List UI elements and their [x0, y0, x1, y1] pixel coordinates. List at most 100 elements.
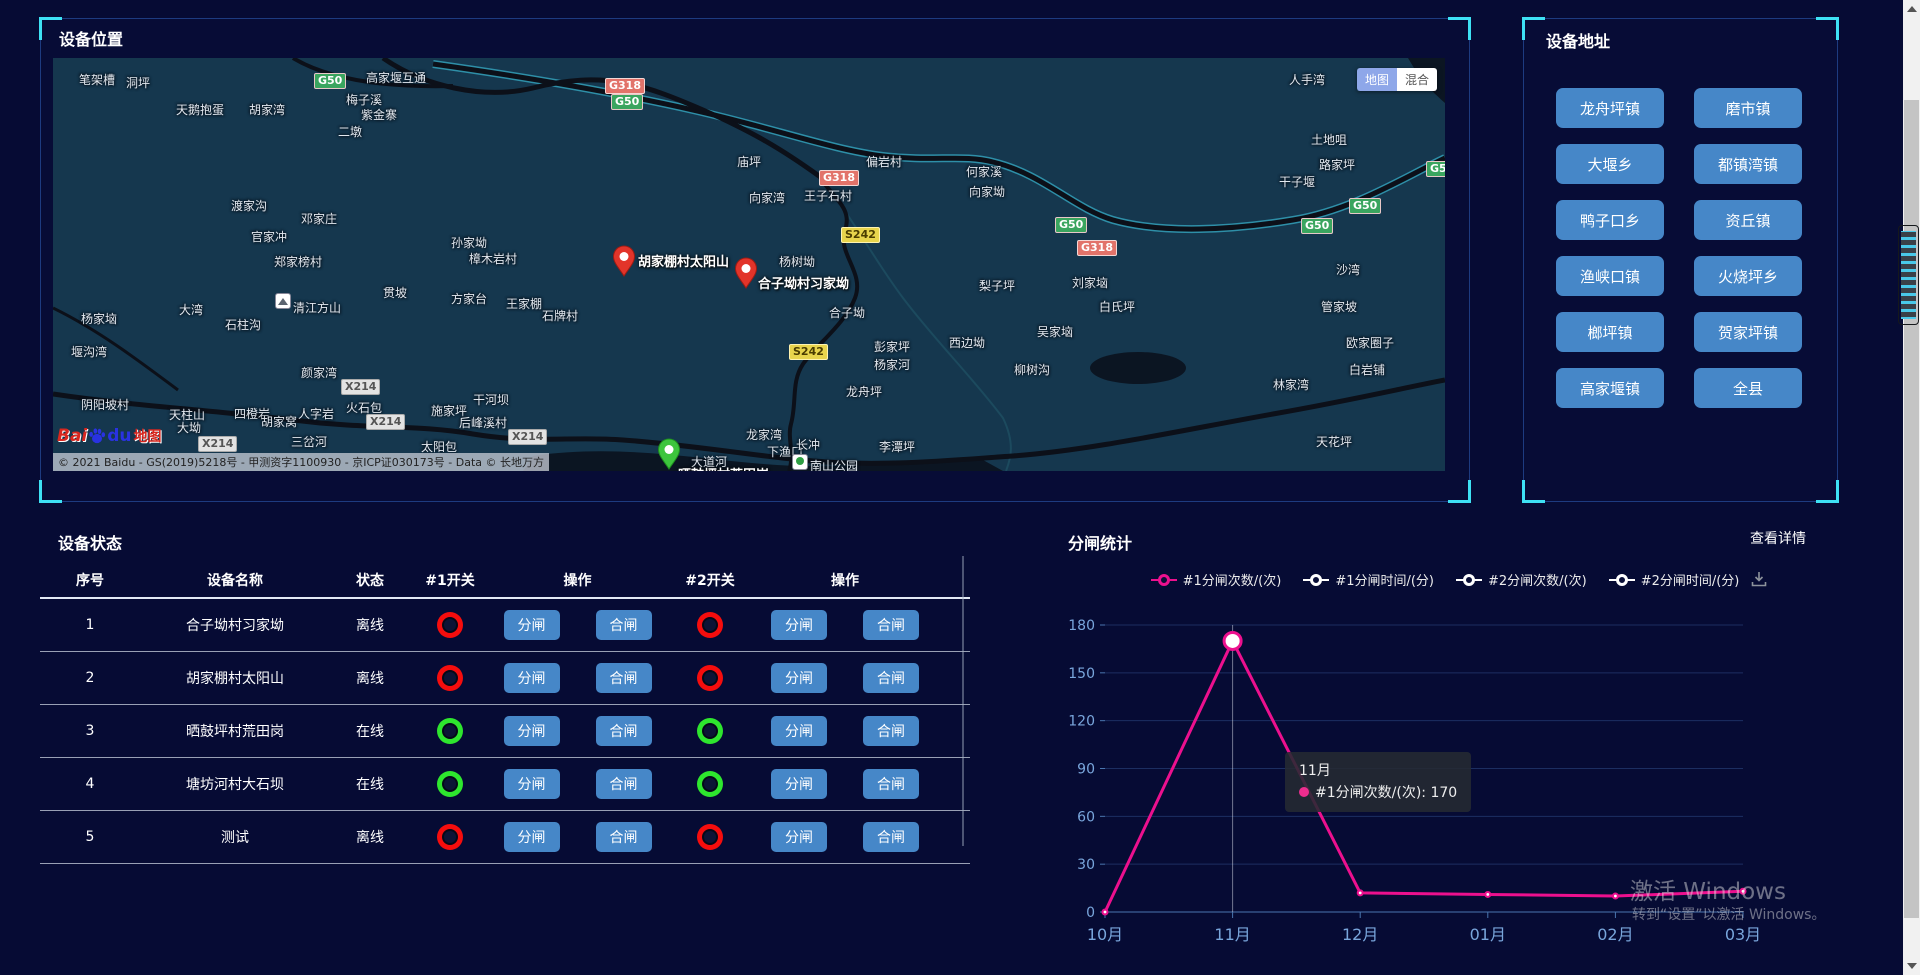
switch-status-light-red	[437, 665, 463, 691]
close-switch-button[interactable]: 合闸	[595, 769, 652, 799]
address-button[interactable]: 龙舟坪镇	[1556, 88, 1664, 128]
table-row: 3 晒鼓坪村荒田岗 在线 分闸 合闸 分闸 合闸	[40, 705, 970, 758]
address-button[interactable]: 全县	[1694, 368, 1802, 408]
address-button[interactable]: 火烧坪乡	[1694, 256, 1802, 296]
open-switch-button[interactable]: 分闸	[503, 769, 560, 799]
switch-status-light-red	[697, 665, 723, 691]
open-switch-button[interactable]: 分闸	[771, 769, 827, 799]
close-switch-button[interactable]: 合闸	[863, 822, 919, 852]
address-button[interactable]: 鸭子口乡	[1556, 200, 1664, 240]
open-switch-button[interactable]: 分闸	[503, 822, 560, 852]
close-switch-button[interactable]: 合闸	[595, 716, 652, 746]
map-roads-layer	[53, 58, 1445, 471]
baidu-logo: Bai du 地图	[57, 426, 162, 446]
map-label: 邓家庄	[301, 212, 338, 226]
device-name: 塘坊河村大石坝	[186, 777, 284, 793]
close-switch-button[interactable]: 合闸	[595, 610, 652, 640]
map-type-hybrid-button[interactable]: 混合	[1397, 68, 1438, 91]
map-label: 太阳包	[421, 440, 458, 454]
address-button[interactable]: 贺家坪镇	[1694, 312, 1802, 352]
map-label: 白氏坪	[1099, 300, 1136, 314]
column-header: 设备名称	[207, 572, 263, 589]
map-marker-pin[interactable]	[734, 257, 758, 289]
road-badge-g318: G318	[605, 78, 645, 94]
map-label: 大湾	[179, 303, 204, 317]
map-label: 干河坝	[473, 393, 510, 407]
map-label: 后峰溪村	[459, 416, 508, 430]
close-switch-button[interactable]: 合闸	[863, 716, 919, 746]
road-badge-g318: G318	[1077, 240, 1117, 256]
svg-text:90: 90	[1077, 762, 1095, 778]
scrollbar-up-arrow-icon[interactable]	[1907, 6, 1917, 12]
close-switch-button[interactable]: 合闸	[595, 822, 652, 852]
map-label: 龙舟坪	[846, 385, 883, 399]
open-switch-button[interactable]: 分闸	[771, 610, 827, 640]
map-label: 长冲	[796, 438, 821, 452]
table-row: 1 合子坳村习家坳 离线 分闸 合闸 分闸 合闸	[40, 599, 970, 652]
switch-status-light-red	[697, 612, 723, 638]
open-switch-button[interactable]: 分闸	[503, 610, 560, 640]
device-name: 合子坳村习家坳	[186, 618, 284, 634]
legend-item[interactable]: #2分闸时间/(分)	[1608, 570, 1739, 589]
row-index: 5	[85, 829, 95, 845]
map-label: 彭家坪	[874, 340, 911, 354]
corner-bracket	[1448, 480, 1471, 503]
close-switch-button[interactable]: 合闸	[595, 663, 652, 693]
open-switch-button[interactable]: 分闸	[771, 822, 827, 852]
baidu-map[interactable]: 笔架槽 洞坪 天鹅抱蛋 胡家湾 高家堰互通 梅子溪 紫金寨 二墩 庙坪 偏岩村 王子石村 向家湾 何家溪…	[53, 58, 1445, 471]
map-label: 王子石村	[804, 189, 853, 203]
close-switch-button[interactable]: 合闸	[863, 663, 919, 693]
switch-status-light-green	[437, 718, 463, 744]
address-button[interactable]: 渔峡口镇	[1556, 256, 1664, 296]
svg-text:120: 120	[1068, 714, 1095, 730]
column-header: #1开关	[425, 572, 475, 589]
switch-status-light-red	[437, 824, 463, 850]
legend-item[interactable]: #1分闸次数/(次)	[1150, 570, 1281, 589]
scrollbar-thumb[interactable]	[1904, 100, 1919, 918]
map-label: 干子堰	[1279, 175, 1316, 189]
map-marker-pin[interactable]	[612, 245, 636, 277]
address-button[interactable]: 榔坪镇	[1556, 312, 1664, 352]
baidu-logo-bai: Bai	[57, 426, 88, 446]
map-label: 南山公园	[810, 459, 859, 471]
legend-label: #2分闸次数/(次)	[1488, 574, 1587, 589]
map-label: 梨子坪	[979, 279, 1016, 293]
legend-item[interactable]: #1分闸时间/(分)	[1303, 570, 1434, 589]
map-attribution: © 2021 Baidu - GS(2019)5218号 - 甲测资字11009…	[53, 453, 550, 471]
address-button[interactable]: 都镇湾镇	[1694, 144, 1802, 184]
map-type-map-button[interactable]: 地图	[1357, 68, 1398, 91]
address-button[interactable]: 磨市镇	[1694, 88, 1802, 128]
open-switch-button[interactable]: 分闸	[771, 716, 827, 746]
view-detail-link[interactable]: 查看详情	[1750, 531, 1806, 547]
close-switch-button[interactable]: 合闸	[863, 610, 919, 640]
switch-status-light-green	[437, 771, 463, 797]
map-label: 林家湾	[1273, 378, 1310, 392]
download-icon[interactable]	[1750, 570, 1768, 592]
address-button[interactable]: 高家堰镇	[1556, 368, 1664, 408]
open-switch-button[interactable]: 分闸	[771, 663, 827, 693]
baidu-paw-icon	[89, 428, 106, 444]
open-switch-button[interactable]: 分闸	[503, 716, 560, 746]
device-location-panel: 设备位置 笔架槽 洞坪 天鹅抱蛋 胡家湾 高家堰互通 梅子溪 紫金寨 二墩 庙坪 偏岩村 王子石村 向…	[39, 17, 1471, 503]
map-type-control[interactable]: 地图 混合	[1357, 68, 1438, 91]
address-button[interactable]: 资丘镇	[1694, 200, 1802, 240]
open-switch-button[interactable]: 分闸	[503, 663, 560, 693]
road-badge-g50: G50	[1301, 218, 1334, 234]
legend-item[interactable]: #2分闸次数/(次)	[1456, 570, 1587, 589]
corner-bracket	[1522, 17, 1545, 40]
trip-stats-chart[interactable]: 0 30 60 90 120 150 180 10月 11月 12月 01月 02月 03月	[1040, 598, 1850, 950]
map-label: 欧家圈子	[1346, 336, 1395, 350]
windows-activate-watermark: 激活 Windows	[1630, 879, 1786, 905]
address-button-grid: 龙舟坪镇 磨市镇 大堰乡 都镇湾镇 鸭子口乡 资丘镇 渔峡口镇 火烧坪乡 榔坪镇 贺家坪镇 高家堰镇…	[1556, 88, 1806, 408]
address-button[interactable]: 大堰乡	[1556, 144, 1664, 184]
map-marker-pin[interactable]	[657, 438, 681, 470]
close-switch-button[interactable]: 合闸	[863, 769, 919, 799]
map-label: 土地咀	[1311, 133, 1348, 147]
map-label: 刘家垴	[1072, 276, 1109, 290]
table-row: 5 测试 离线 分闸 合闸 分闸 合闸	[40, 811, 970, 864]
scrollbar-down-arrow-icon[interactable]	[1907, 963, 1917, 969]
map-label: 向家坳	[969, 185, 1006, 199]
browser-scrollbar[interactable]	[1903, 0, 1920, 975]
svg-text:0: 0	[1086, 905, 1095, 921]
corner-bracket	[1816, 17, 1839, 40]
